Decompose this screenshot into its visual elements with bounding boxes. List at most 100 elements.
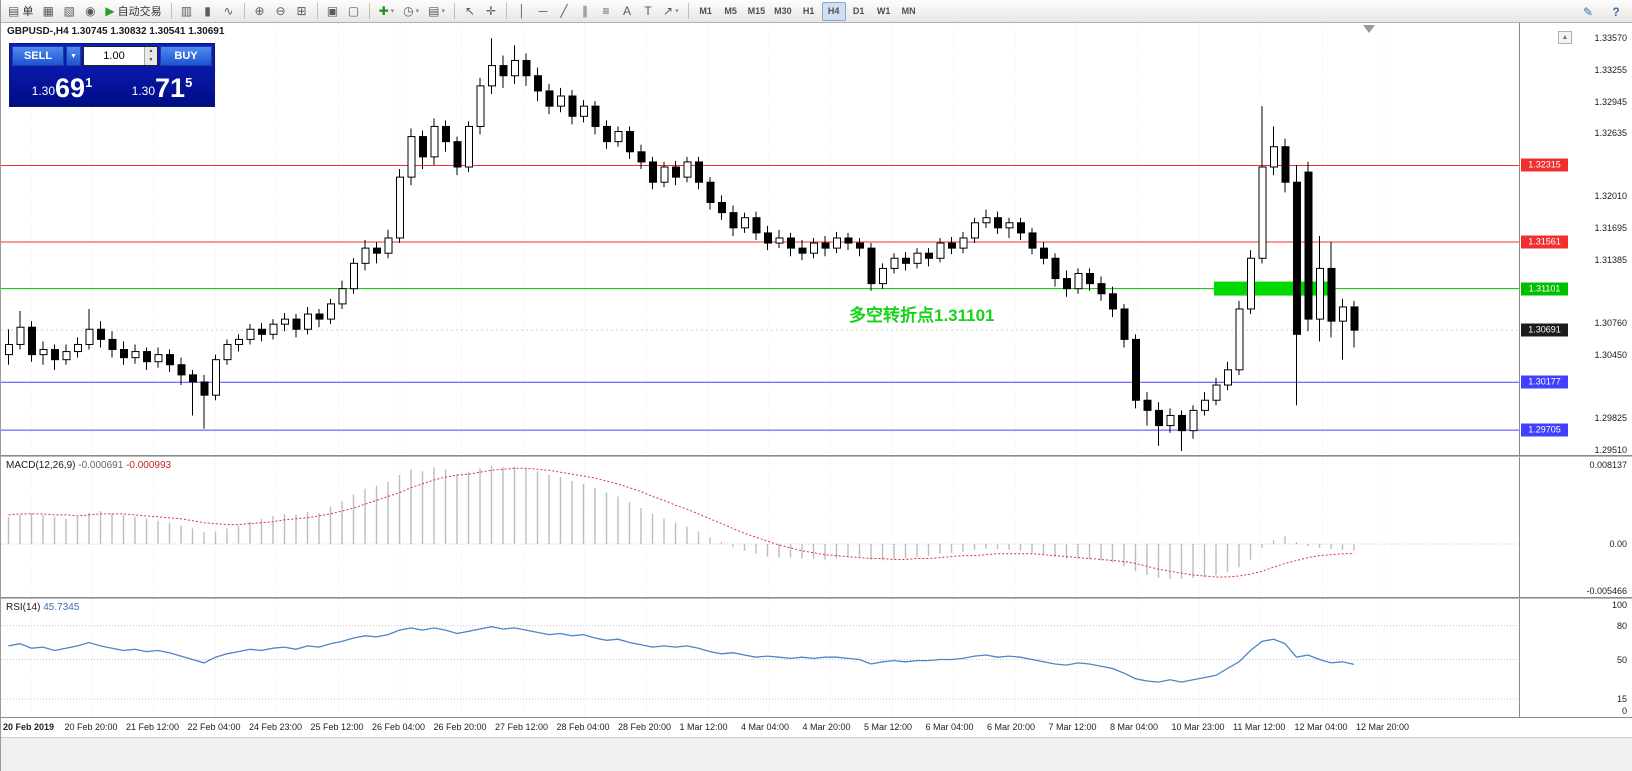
lot-decrease-button[interactable]: ▼ [145, 56, 157, 65]
candle-body [1201, 399, 1209, 411]
candle-body [223, 343, 232, 361]
shapes-button[interactable]: ↗ ▾ [659, 2, 683, 21]
price-scale-tick: 1.30760 [1594, 318, 1627, 329]
chart-shift-button[interactable]: ▢ [344, 2, 364, 21]
scale-scroll-up-button[interactable]: ▲ [1558, 31, 1572, 44]
zoom-out-button[interactable]: ⊖ [271, 2, 291, 21]
tf-m15[interactable]: M15 [747, 6, 766, 16]
candle-body [338, 288, 347, 305]
autotrading-button-icon: ▶ [105, 4, 115, 18]
candle-body [511, 60, 519, 77]
candle-body [212, 359, 220, 396]
candle-body [1189, 409, 1198, 432]
price-scale-tick: 1.31385 [1594, 254, 1627, 265]
tf-mn[interactable]: MN [901, 6, 916, 16]
candle-body [28, 326, 36, 356]
tf-m1[interactable]: M1 [699, 6, 712, 16]
bar-chart-button[interactable]: ▥ [177, 2, 197, 21]
rsi-scale[interactable]: 100 80 50 15 0 [1519, 599, 1632, 717]
time-axis-label: 26 Feb 20:00 [433, 722, 487, 732]
price-scale[interactable]: 1.33570 1.33255 1.32945 1.32635 1.32010 1.316… [1519, 23, 1632, 455]
candlestick-chart-button[interactable]: ▮ [198, 2, 218, 21]
sell-price[interactable]: 1.30 69 1 [12, 66, 112, 104]
candle-body [1086, 272, 1094, 285]
candle-body [683, 161, 692, 178]
indicators-button[interactable]: ✚ ▾ [375, 2, 399, 21]
label-button[interactable]: T [638, 2, 658, 21]
candle-body [304, 313, 312, 330]
autotrading-button[interactable]: ▶ 自动交易 [101, 2, 165, 21]
candle-body [890, 257, 899, 269]
toolbar-right-icons: ✎? [1578, 2, 1626, 21]
candle-body [1270, 146, 1278, 168]
time-axis-label: 24 Feb 23:00 [249, 722, 303, 732]
lot-size-input[interactable] [84, 47, 144, 65]
buy-button[interactable]: BUY [160, 46, 212, 66]
templates-button[interactable]: ▤ ▾ [424, 2, 449, 21]
price-scale-tick: 1.32635 [1594, 128, 1627, 139]
zoom-in-button-icon: ⊕ [254, 4, 265, 18]
tf-m30[interactable]: M30 [774, 6, 792, 16]
candle-body [108, 338, 117, 351]
candle-body [200, 381, 209, 396]
cursor-button-icon: ↖ [464, 4, 476, 18]
auto-scroll-button[interactable]: ▣ [323, 2, 343, 21]
rsi-plot[interactable] [1, 599, 1519, 717]
tf-h1[interactable]: H1 [802, 6, 815, 16]
lot-size-field: ▲ ▼ [83, 46, 158, 66]
shapes-button-icon: ↗ [663, 4, 674, 18]
strategy-tester-button[interactable]: ◉ [80, 2, 100, 21]
price-scale-tick: 1.29825 [1594, 412, 1627, 423]
vertical-line-button[interactable]: │ [512, 2, 532, 21]
channel-button[interactable]: ∥ [575, 2, 595, 21]
candle-body [384, 237, 393, 254]
crosshair-button[interactable]: ✛ [481, 2, 501, 21]
panel-separator[interactable] [1, 455, 1632, 457]
buy-price[interactable]: 1.30 71 5 [112, 66, 212, 104]
quick-edit-button[interactable]: ✎ [1582, 4, 1594, 19]
line-chart-button[interactable]: ∿ [219, 2, 239, 21]
new-chart-button[interactable]: ▦ [38, 2, 58, 21]
candle-body [1143, 399, 1152, 411]
text-button-icon: A [623, 4, 632, 18]
periods-button[interactable]: ◷ ▾ [399, 2, 423, 21]
text-button[interactable]: A [617, 2, 637, 21]
cursor-button[interactable]: ↖ [460, 2, 480, 21]
new-order-button[interactable]: ▤ 单 [4, 2, 37, 21]
candle-body [442, 125, 450, 143]
candle-body [1074, 272, 1083, 290]
rsi-scale-tick: 80 [1616, 620, 1627, 631]
panel-separator[interactable] [1, 597, 1632, 599]
candle-body [971, 222, 979, 239]
tf-m5[interactable]: M5 [724, 6, 737, 16]
zoom-in-button[interactable]: ⊕ [250, 2, 270, 21]
candle-body [154, 354, 163, 363]
main-toolbar: ▤ 单 ▦ ▧ ◉ ▶ 自动交易 ▥ ▮ ∿ ⊕ ⊖ ⊞ ▣ ▢ ✚ ▾ ◷ ▾ ▤ ▾ ↖ ✛ │ ─ ╱ ∥ ≡ A T ↗ ▾ M1 M5 M… [1, 0, 1632, 23]
tile-windows-button[interactable]: ⊞ [292, 2, 312, 21]
rsi-scale-tick: 50 [1616, 654, 1627, 665]
fibonacci-button[interactable]: ≡ [596, 2, 616, 21]
toolbar-separator [170, 3, 172, 19]
candle-body [522, 60, 531, 77]
horizontal-line-button[interactable]: ─ [533, 2, 553, 21]
macd-plot[interactable] [1, 457, 1519, 597]
order-type-dropdown-button[interactable]: ▼ [66, 46, 81, 66]
resistance-upper-price-tag: 1.32315 [1521, 158, 1568, 172]
candle-body [85, 328, 94, 345]
sell-button[interactable]: SELL [12, 46, 64, 66]
tf-w1[interactable]: W1 [876, 6, 891, 16]
candle-body [131, 351, 140, 359]
tf-h4[interactable]: H4 [821, 1, 846, 21]
macd-scale[interactable]: 0.008137 0.00 -0.005466 [1519, 457, 1632, 597]
lot-increase-button[interactable]: ▲ [145, 47, 157, 56]
time-axis[interactable]: 20 Feb 2019 20 Feb 20:00 21 Feb 12:00 22 Fe… [1, 717, 1632, 737]
time-axis-label: 7 Mar 12:00 [1048, 722, 1097, 732]
help-chat-button[interactable]: ? [1612, 4, 1620, 19]
candle-body [1132, 338, 1140, 401]
profiles-button[interactable]: ▧ [59, 2, 79, 21]
tf-d1[interactable]: D1 [852, 6, 865, 16]
main-chart-plot[interactable]: 多空转折点1.31101 [1, 23, 1519, 455]
trendline-button[interactable]: ╱ [554, 2, 574, 21]
candle-body [764, 232, 772, 244]
price-scale-tick: 1.33570 [1594, 33, 1627, 44]
